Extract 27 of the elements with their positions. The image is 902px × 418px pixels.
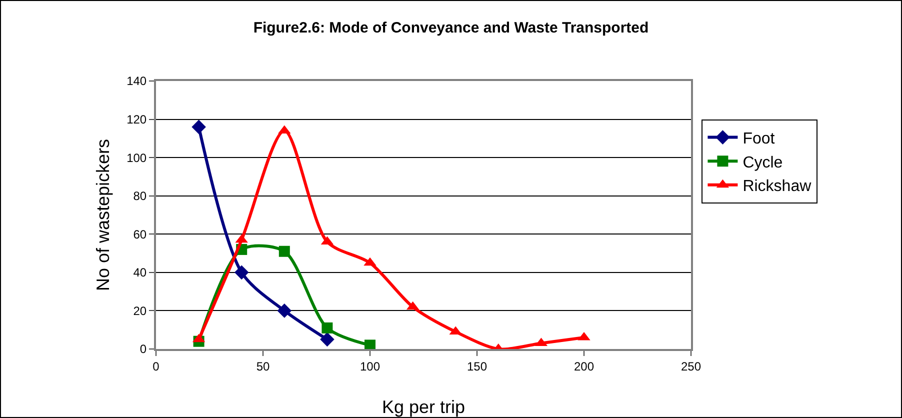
- chart-title: Figure2.6: Mode of Conveyance and Waste Transported: [253, 19, 649, 36]
- point: [234, 265, 249, 280]
- legend-label: Cycle: [742, 154, 783, 172]
- x-tick-label: 150: [466, 359, 488, 374]
- y-tick-label: 0: [140, 342, 147, 356]
- y-tick-label: 40: [133, 266, 147, 280]
- x-tick-label: 50: [256, 359, 270, 374]
- y-axis-title: No of wastepickers: [93, 138, 113, 292]
- legend-label: Rickshaw: [742, 178, 812, 196]
- y-tick-label: 120: [126, 112, 147, 126]
- x-tick-label: 100: [360, 359, 380, 374]
- x-tick-label: 200: [574, 359, 594, 374]
- legend-label: Foot: [742, 130, 776, 148]
- x-axis-title: Kg per trip: [382, 397, 466, 417]
- x-tick-label: 0: [152, 359, 160, 374]
- point: [278, 246, 290, 257]
- point: [322, 322, 333, 334]
- point: [364, 340, 376, 349]
- point: [192, 120, 206, 134]
- y-tick-label: 140: [126, 74, 147, 88]
- x-tick-label: 250: [680, 359, 702, 374]
- y-tick-label: 60: [133, 227, 147, 242]
- y-tick-label: 80: [133, 189, 147, 204]
- y-tick-label: 100: [126, 150, 147, 165]
- point: [320, 332, 334, 347]
- y-tick-label: 20: [133, 304, 147, 318]
- point: [277, 304, 292, 318]
